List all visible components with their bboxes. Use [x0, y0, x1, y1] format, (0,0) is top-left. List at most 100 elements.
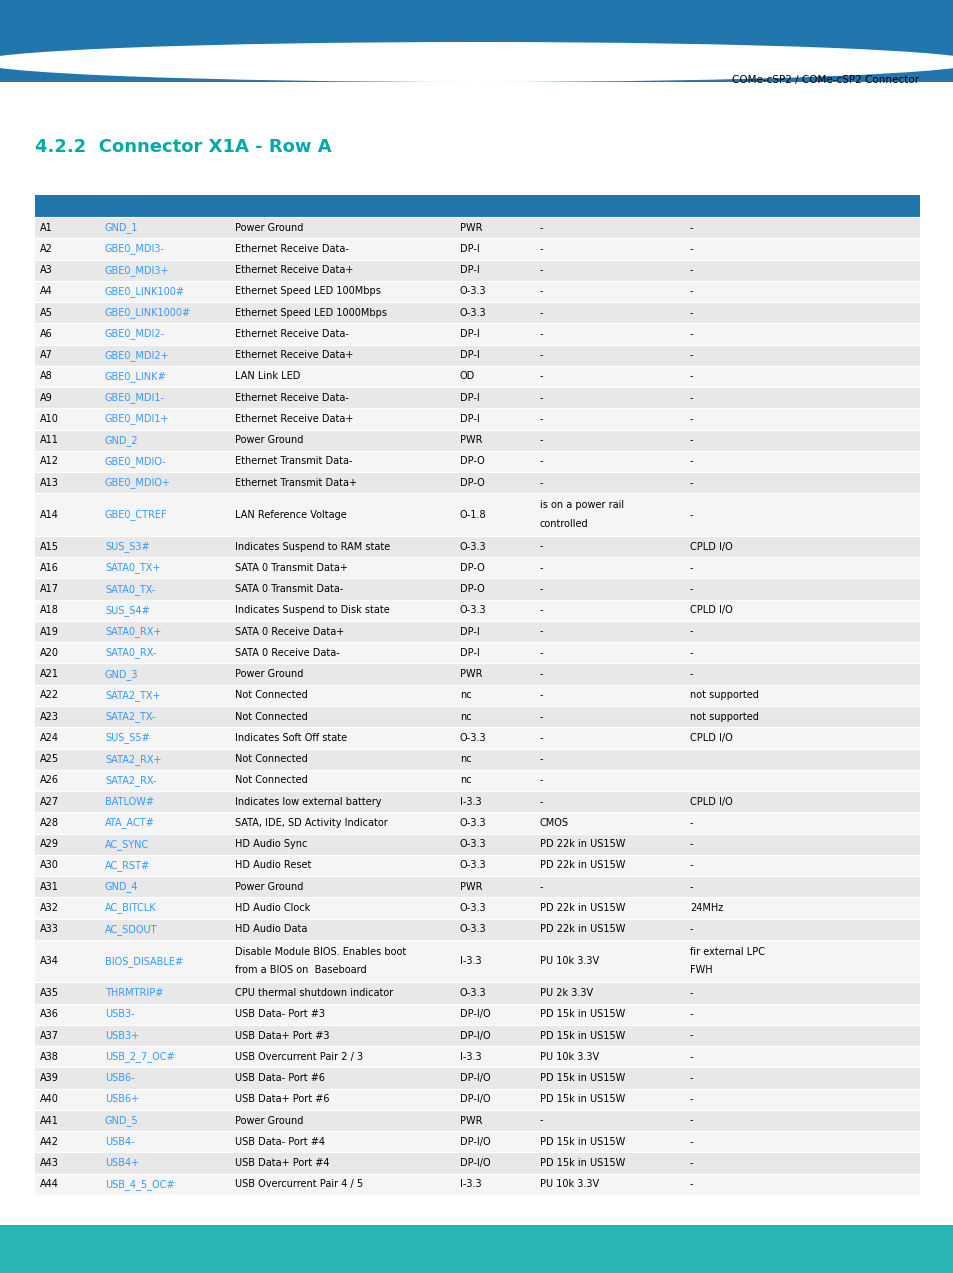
- Text: nc: nc: [459, 754, 471, 764]
- Text: -: -: [689, 839, 693, 849]
- Text: HD Audio Data: HD Audio Data: [234, 924, 307, 934]
- Text: Termination: Termination: [539, 201, 610, 211]
- Text: Disable Module BIOS. Enables boot: Disable Module BIOS. Enables boot: [234, 947, 406, 957]
- Text: Pin: Pin: [40, 201, 58, 211]
- Text: USB6+: USB6+: [105, 1095, 139, 1104]
- Text: USB Data- Port #4: USB Data- Port #4: [234, 1137, 325, 1147]
- Text: HD Audio Sync: HD Audio Sync: [234, 839, 307, 849]
- Bar: [35, 429, 919, 451]
- Text: -: -: [689, 1137, 693, 1147]
- Text: SATA2_RX-: SATA2_RX-: [105, 775, 156, 785]
- Text: Ethernet Transmit Data-: Ethernet Transmit Data-: [234, 457, 352, 466]
- Text: A7: A7: [40, 350, 52, 360]
- Text: -: -: [689, 1095, 693, 1104]
- Text: A10: A10: [40, 414, 59, 424]
- Text: -: -: [689, 819, 693, 827]
- Text: PWR: PWR: [459, 223, 482, 233]
- Text: A42: A42: [40, 1137, 59, 1147]
- Text: A6: A6: [40, 328, 52, 339]
- Text: O-3.3: O-3.3: [459, 861, 486, 871]
- Text: A12: A12: [40, 457, 59, 466]
- Bar: [35, 897, 919, 919]
- Text: FWH: FWH: [689, 965, 712, 975]
- Text: Ethernet Receive Data+: Ethernet Receive Data+: [234, 414, 353, 424]
- Bar: [35, 707, 919, 727]
- Bar: [35, 621, 919, 642]
- Text: A30: A30: [40, 861, 59, 871]
- Text: -: -: [689, 1073, 693, 1083]
- Text: A26: A26: [40, 775, 59, 785]
- Bar: [35, 855, 919, 876]
- Bar: [35, 451, 919, 472]
- Text: -: -: [539, 733, 543, 743]
- Text: -: -: [539, 1115, 543, 1125]
- Text: PD 22k in US15W: PD 22k in US15W: [539, 924, 625, 934]
- Text: Power Ground: Power Ground: [234, 435, 303, 446]
- Text: A39: A39: [40, 1073, 59, 1083]
- Text: COMe-cSP2 / COMe-cSP2 Connector: COMe-cSP2 / COMe-cSP2 Connector: [731, 75, 918, 85]
- Text: A20: A20: [40, 648, 59, 658]
- Text: CPLD I/O: CPLD I/O: [689, 541, 732, 551]
- Bar: [35, 834, 919, 855]
- Text: -: -: [539, 712, 543, 722]
- Bar: [35, 365, 919, 387]
- Bar: [35, 302, 919, 323]
- Text: SATA0_TX-: SATA0_TX-: [105, 583, 155, 594]
- Text: -: -: [689, 924, 693, 934]
- Text: A24: A24: [40, 733, 59, 743]
- Text: DP-I: DP-I: [459, 626, 479, 636]
- Text: Power Ground: Power Ground: [234, 223, 303, 233]
- Text: SUS_S4#: SUS_S4#: [105, 605, 150, 616]
- Text: Ethernet Receive Data+: Ethernet Receive Data+: [234, 350, 353, 360]
- Text: O-3.3: O-3.3: [459, 903, 486, 913]
- Text: -: -: [539, 882, 543, 891]
- Text: USB Data- Port #3: USB Data- Port #3: [234, 1009, 325, 1020]
- Text: SATA 0 Transmit Data+: SATA 0 Transmit Data+: [234, 563, 348, 573]
- Text: A19: A19: [40, 626, 59, 636]
- Text: AC_BITCLK: AC_BITCLK: [105, 903, 156, 914]
- Text: USB4-: USB4-: [105, 1137, 134, 1147]
- Text: -: -: [689, 414, 693, 424]
- Text: -: -: [539, 606, 543, 615]
- Text: GND_5: GND_5: [105, 1115, 138, 1127]
- Text: O-3.3: O-3.3: [459, 308, 486, 318]
- Bar: [35, 281, 919, 302]
- Text: A18: A18: [40, 606, 59, 615]
- Text: GBE0_MDI2-: GBE0_MDI2-: [105, 328, 165, 340]
- Text: USB4+: USB4+: [105, 1158, 139, 1169]
- Text: DP-I/O: DP-I/O: [459, 1095, 490, 1104]
- Text: A9: A9: [40, 392, 52, 402]
- Text: GND_4: GND_4: [105, 881, 138, 892]
- Text: A17: A17: [40, 584, 59, 594]
- Text: -: -: [689, 626, 693, 636]
- Text: GBE0_LINK1000#: GBE0_LINK1000#: [105, 307, 191, 318]
- Text: DP-I/O: DP-I/O: [459, 1137, 490, 1147]
- Text: USB Data- Port #6: USB Data- Port #6: [234, 1073, 325, 1083]
- Text: O-1.8: O-1.8: [459, 509, 486, 519]
- Text: SUS_S3#: SUS_S3#: [105, 541, 150, 552]
- Bar: [35, 558, 919, 578]
- Bar: [35, 919, 919, 939]
- Text: Indicates Suspend to Disk state: Indicates Suspend to Disk state: [234, 606, 390, 615]
- Text: SATA0_TX+: SATA0_TX+: [105, 563, 160, 573]
- Text: -: -: [689, 392, 693, 402]
- Text: DP-I/O: DP-I/O: [459, 1009, 490, 1020]
- Bar: [35, 685, 919, 707]
- Text: SATA 0 Receive Data+: SATA 0 Receive Data+: [234, 626, 344, 636]
- Text: -: -: [539, 541, 543, 551]
- Text: Power Ground: Power Ground: [234, 882, 303, 891]
- Text: O-3.3: O-3.3: [459, 733, 486, 743]
- Text: LAN Link LED: LAN Link LED: [234, 372, 300, 382]
- Text: Ethernet Transmit Data+: Ethernet Transmit Data+: [234, 477, 356, 488]
- Text: -: -: [689, 223, 693, 233]
- Text: -: -: [689, 286, 693, 297]
- Text: -: -: [689, 648, 693, 658]
- Text: -: -: [689, 477, 693, 488]
- Text: A40: A40: [40, 1095, 59, 1104]
- Text: A38: A38: [40, 1051, 59, 1062]
- Text: 4.2.2  Connector X1A - Row A: 4.2.2 Connector X1A - Row A: [35, 137, 332, 157]
- Text: -: -: [539, 392, 543, 402]
- Bar: [35, 323, 919, 345]
- Text: PD 22k in US15W: PD 22k in US15W: [539, 861, 625, 871]
- Text: SATA0_RX-: SATA0_RX-: [105, 648, 156, 658]
